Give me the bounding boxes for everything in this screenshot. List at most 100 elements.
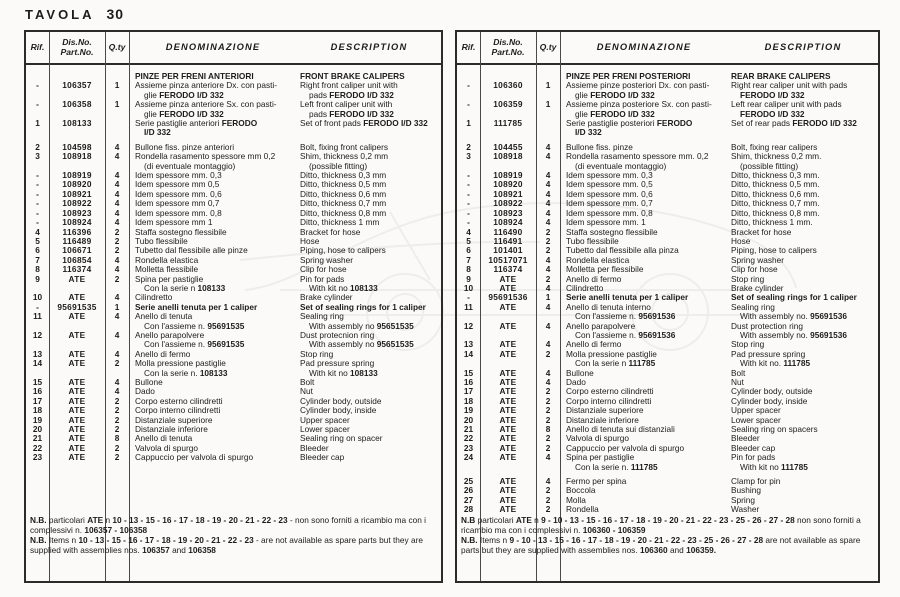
column-header-rif: Rif. <box>461 41 476 52</box>
text-line: Hose <box>731 235 751 246</box>
rif-cell: - <box>467 188 470 199</box>
qty-cell: 8 <box>114 433 120 444</box>
rif-cell: 3 <box>35 151 40 162</box>
text-line: Anello di fermo <box>566 339 622 350</box>
rif-cell: - <box>467 292 470 303</box>
qty-cell: 1 <box>114 99 120 110</box>
denomination-cell: Idem spessore mm 0,5 <box>129 179 297 190</box>
part-number-cell: ATE <box>68 311 86 322</box>
part-number-cell: 106671 <box>62 245 92 256</box>
text-line: Nut <box>300 386 313 397</box>
qty-cell: 4 <box>114 311 120 322</box>
text-line: Con l'assieme n. 95691536 <box>575 329 676 340</box>
part-number-cell: ATE <box>499 320 517 331</box>
text-line: Bolt, fixing front calipers <box>300 141 389 152</box>
description-cell: Set of sealing rings for 1 caliper <box>728 293 878 302</box>
table-row: - 106357 1 Assieme pinza anteriore Dx. con … <box>26 80 441 100</box>
text-line: Idem spessore mm 0,5 <box>135 179 220 190</box>
text-line: Ditto, thickness 0,8 mm. <box>731 207 820 218</box>
text-line: Boccola <box>566 485 596 496</box>
part-number-cell: ATE <box>68 414 86 425</box>
table-row: 3 108918 4 Rondella rasamento spessore mm 0… <box>26 151 441 171</box>
table-row: 21 ATE 8 Anello di tenuta sui distanziali Se… <box>457 424 878 435</box>
rif-cell: 23 <box>463 442 474 453</box>
text-line: FERODO I/D 332 <box>740 89 805 100</box>
text-line: Sealing ring on spacers <box>731 424 818 435</box>
part-number-cell: 108923 <box>62 207 92 218</box>
text-line: Anello parapolvere <box>566 320 636 331</box>
description-cell: Ditto, thickness 0,6 mm <box>297 189 441 199</box>
table-row: 19 ATE 2 Distanziale superiore Upper spacer <box>26 414 441 425</box>
denomination-cell: Idem spessore mm. 0,6 <box>129 189 297 199</box>
part-number-cell: ATE <box>68 395 86 406</box>
text-line: Bolt, fixing rear calipers <box>731 141 818 152</box>
rif-cell: 19 <box>32 414 43 425</box>
description-cell: FRONT BRAKE CALIPERS <box>297 71 441 81</box>
text-line: Idem spessore mm. 0,6 <box>566 188 653 199</box>
description-cell: Ditto, thickness 0,5 mm. <box>728 180 878 190</box>
rif-cell: - <box>467 198 470 209</box>
denomination-cell: Bullone <box>560 368 728 378</box>
text-line: Ditto, thickness 1 mm <box>300 217 380 228</box>
qty-cell: 2 <box>545 504 551 515</box>
table-row: - 108919 4 Idem spessore mm. 0,3 Ditto, thic… <box>26 170 441 180</box>
table-row: 19 ATE 2 Distanziale superiore Upper spacer <box>457 405 878 415</box>
qty-cell: 4 <box>114 264 120 275</box>
description-cell: Stop ring <box>297 349 441 359</box>
table-row: 9 ATE 2 Anello di fermo Stop ring <box>457 274 878 284</box>
part-number-cell: 104598 <box>62 141 92 152</box>
text-line: Distanziale superiore <box>135 414 213 425</box>
part-number-cell: ATE <box>68 273 86 284</box>
description-cell: Pin for pads With kit no 108133 <box>297 274 441 294</box>
denomination-cell: Molla pressione pastiglie Con la serie n.… <box>129 358 297 378</box>
table-row: - 108922 4 Idem spessore mm. 0,7 Ditto, thic… <box>457 198 878 209</box>
part-number-cell: ATE <box>499 282 517 293</box>
text-line: Pad pressure spring <box>731 348 806 359</box>
denomination-cell: Anello di tenuta Con l'assieme n. 9569153… <box>129 311 297 331</box>
denomination-cell: Anello di tenuta <box>129 434 297 444</box>
text-line: With assembly no 95651535 <box>309 339 414 350</box>
text-line: Molla pressione pastiglie <box>135 358 226 369</box>
column-header-description: DESCRIPTION <box>764 41 842 52</box>
part-number-cell: ATE <box>68 377 86 387</box>
column-header-partno-line: Part.No. <box>491 46 525 57</box>
table-row: - 95691536 1 Serie anelli tenuta per 1 cali… <box>457 292 878 303</box>
text-line: Dado <box>135 386 155 397</box>
rif-cell: 11 <box>33 311 42 322</box>
text-line: Distanziale inferiore <box>135 424 208 435</box>
description-cell: Cylinder body, inside <box>728 396 878 406</box>
text-line: Spring washer <box>300 254 354 265</box>
rif-cell: 15 <box>463 367 474 378</box>
denomination-cell: PINZE PER FRENI POSTERIORI <box>560 71 728 81</box>
denomination-cell: Assieme pinze posteriori Dx. con pasti-g… <box>560 80 728 100</box>
table-row: 7 10517071 4 Rondella elastica Spring washer <box>457 255 878 265</box>
text-line: Set of sealing rings for 1 caliper <box>300 301 426 312</box>
rif-cell: 22 <box>463 433 474 444</box>
qty-cell: 4 <box>114 151 120 162</box>
rif-cell: 14 <box>463 348 474 359</box>
part-number-cell: ATE <box>499 494 517 505</box>
description-cell: Dust protecnion ring With assembly no 956… <box>297 330 441 350</box>
text-line: Bleeder cap <box>300 452 345 463</box>
rif-cell: 3 <box>466 151 471 162</box>
description-cell: Cylinder body, inside <box>297 405 441 415</box>
part-number-cell: ATE <box>68 292 86 303</box>
table-row: 20 ATE 2 Distanziale inferiore Lower spacer <box>26 424 441 435</box>
qty-cell: 2 <box>114 273 120 284</box>
text-line: Valvola di spurgo <box>566 433 630 444</box>
part-number-cell: 108918 <box>62 151 92 162</box>
qty-cell: 2 <box>545 494 551 505</box>
rif-cell: - <box>36 207 39 218</box>
qty-cell: 2 <box>114 442 120 453</box>
denomination-cell: Distanziale superiore <box>560 405 728 415</box>
qty-cell: 4 <box>545 452 551 463</box>
table-row: - 108923 4 Idem spessore mm. 0,8 Ditto, thic… <box>457 207 878 218</box>
description-cell: Sealing ring With assembly no 95651535 <box>297 311 441 331</box>
text-line: Serie anelli tenuta per 1 caliper <box>135 301 258 312</box>
text-line: Piping, hose to calipers <box>731 245 817 256</box>
rif-cell: - <box>467 170 470 181</box>
denomination-cell: Tubo flessibile <box>560 236 728 246</box>
denomination-cell: Distanziale inferiore <box>560 415 728 425</box>
denomination-cell: Dado <box>129 386 297 397</box>
qty-cell: 4 <box>114 141 120 152</box>
